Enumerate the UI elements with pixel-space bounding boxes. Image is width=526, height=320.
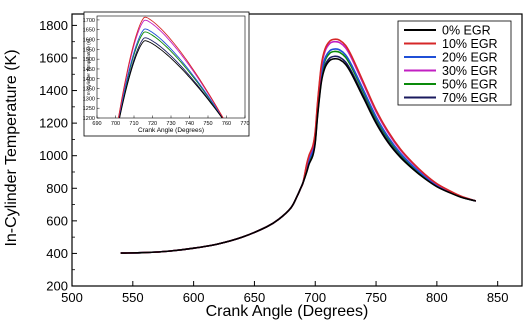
inset-y-tick-label: 1700 [83,18,95,24]
y-tick-label: 200 [46,279,68,294]
legend-box [397,20,512,106]
inset-series-lines [117,16,224,118]
inset-series-line [118,19,224,118]
inset-series-line [118,28,224,118]
x-tick-label: 550 [122,290,144,305]
x-tick-label: 750 [365,290,387,305]
inset-y-tick-label: 1250 [83,106,95,112]
legend-label: 10% EGR [442,37,498,51]
inset-series-line [118,31,224,118]
inset-y-tick-label: 1550 [83,47,95,53]
inset-y-axis-title: In-Cylinder Temperature (K) [86,38,91,95]
inset-y-tick-label: 1600 [83,38,95,44]
inset-x-tick-label: 770 [240,121,249,127]
x-tick-label: 700 [304,290,326,305]
y-axis-title: In-Cylinder Temperature (K) [3,49,20,246]
inset-y-tick-label: 1200 [83,116,95,122]
inset-y-tick-label: 1400 [83,77,95,83]
inset-series-line [118,37,223,118]
inset-x-tick-label: 750 [203,121,212,127]
inset-series-line [117,16,224,118]
y-tick-label: 1200 [39,116,68,131]
inset-y-tick-label: 1650 [83,28,95,34]
main-axes: 500 550 600 650 700 750 800 850 200 400 600 800 1000… [39,13,523,305]
y-tick-label: 1400 [39,83,68,98]
y-tick-label: 1000 [39,148,68,163]
legend-label: 20% EGR [442,51,498,65]
inset-zoom-panel: 690 700 710 720 730 740 750 760 770 1200 1250 1300 1… [83,11,250,137]
inset-series-line [119,40,223,118]
legend-label: 30% EGR [442,64,498,78]
inset-x-tick-label: 740 [185,121,194,127]
x-tick-label: 500 [61,290,83,305]
inset-x-axis-title: Crank Angle (Degrees) [138,127,204,134]
series-line [120,57,476,254]
x-axis-title: Crank Angle (Degrees) [206,303,369,320]
y-tick-label: 400 [46,246,68,261]
plot-frame [71,13,523,287]
inset-y-tick-label: 1350 [83,87,95,93]
x-tick-label: 850 [487,290,509,305]
y-tick-label: 1600 [39,50,68,65]
x-tick-label: 800 [426,290,448,305]
y-tick-label: 600 [46,213,68,228]
x-tick-label: 650 [244,290,266,305]
inset-y-tick-label: 1500 [83,57,95,63]
y-tick-label: 800 [46,181,68,196]
inset-x-tick-label: 760 [222,121,231,127]
y-tick-label: 1800 [39,18,68,33]
x-tick-label: 600 [183,290,205,305]
inset-x-tick-label: 730 [166,121,175,127]
inset-y-tick-label: 1300 [83,96,95,102]
legend-label: 70% EGR [442,91,498,105]
inset-x-tick-label: 700 [111,121,120,127]
inset-x-tick-label: 720 [148,121,157,127]
legend-label: 50% EGR [442,78,498,92]
inset-y-tick-label: 1450 [83,67,95,73]
inset-frame [83,11,250,137]
inset-x-tick-label: 710 [129,121,138,127]
main-series-lines [120,38,477,254]
inset-x-tick-label: 690 [92,121,101,127]
legend-label: 0% EGR [442,24,491,38]
